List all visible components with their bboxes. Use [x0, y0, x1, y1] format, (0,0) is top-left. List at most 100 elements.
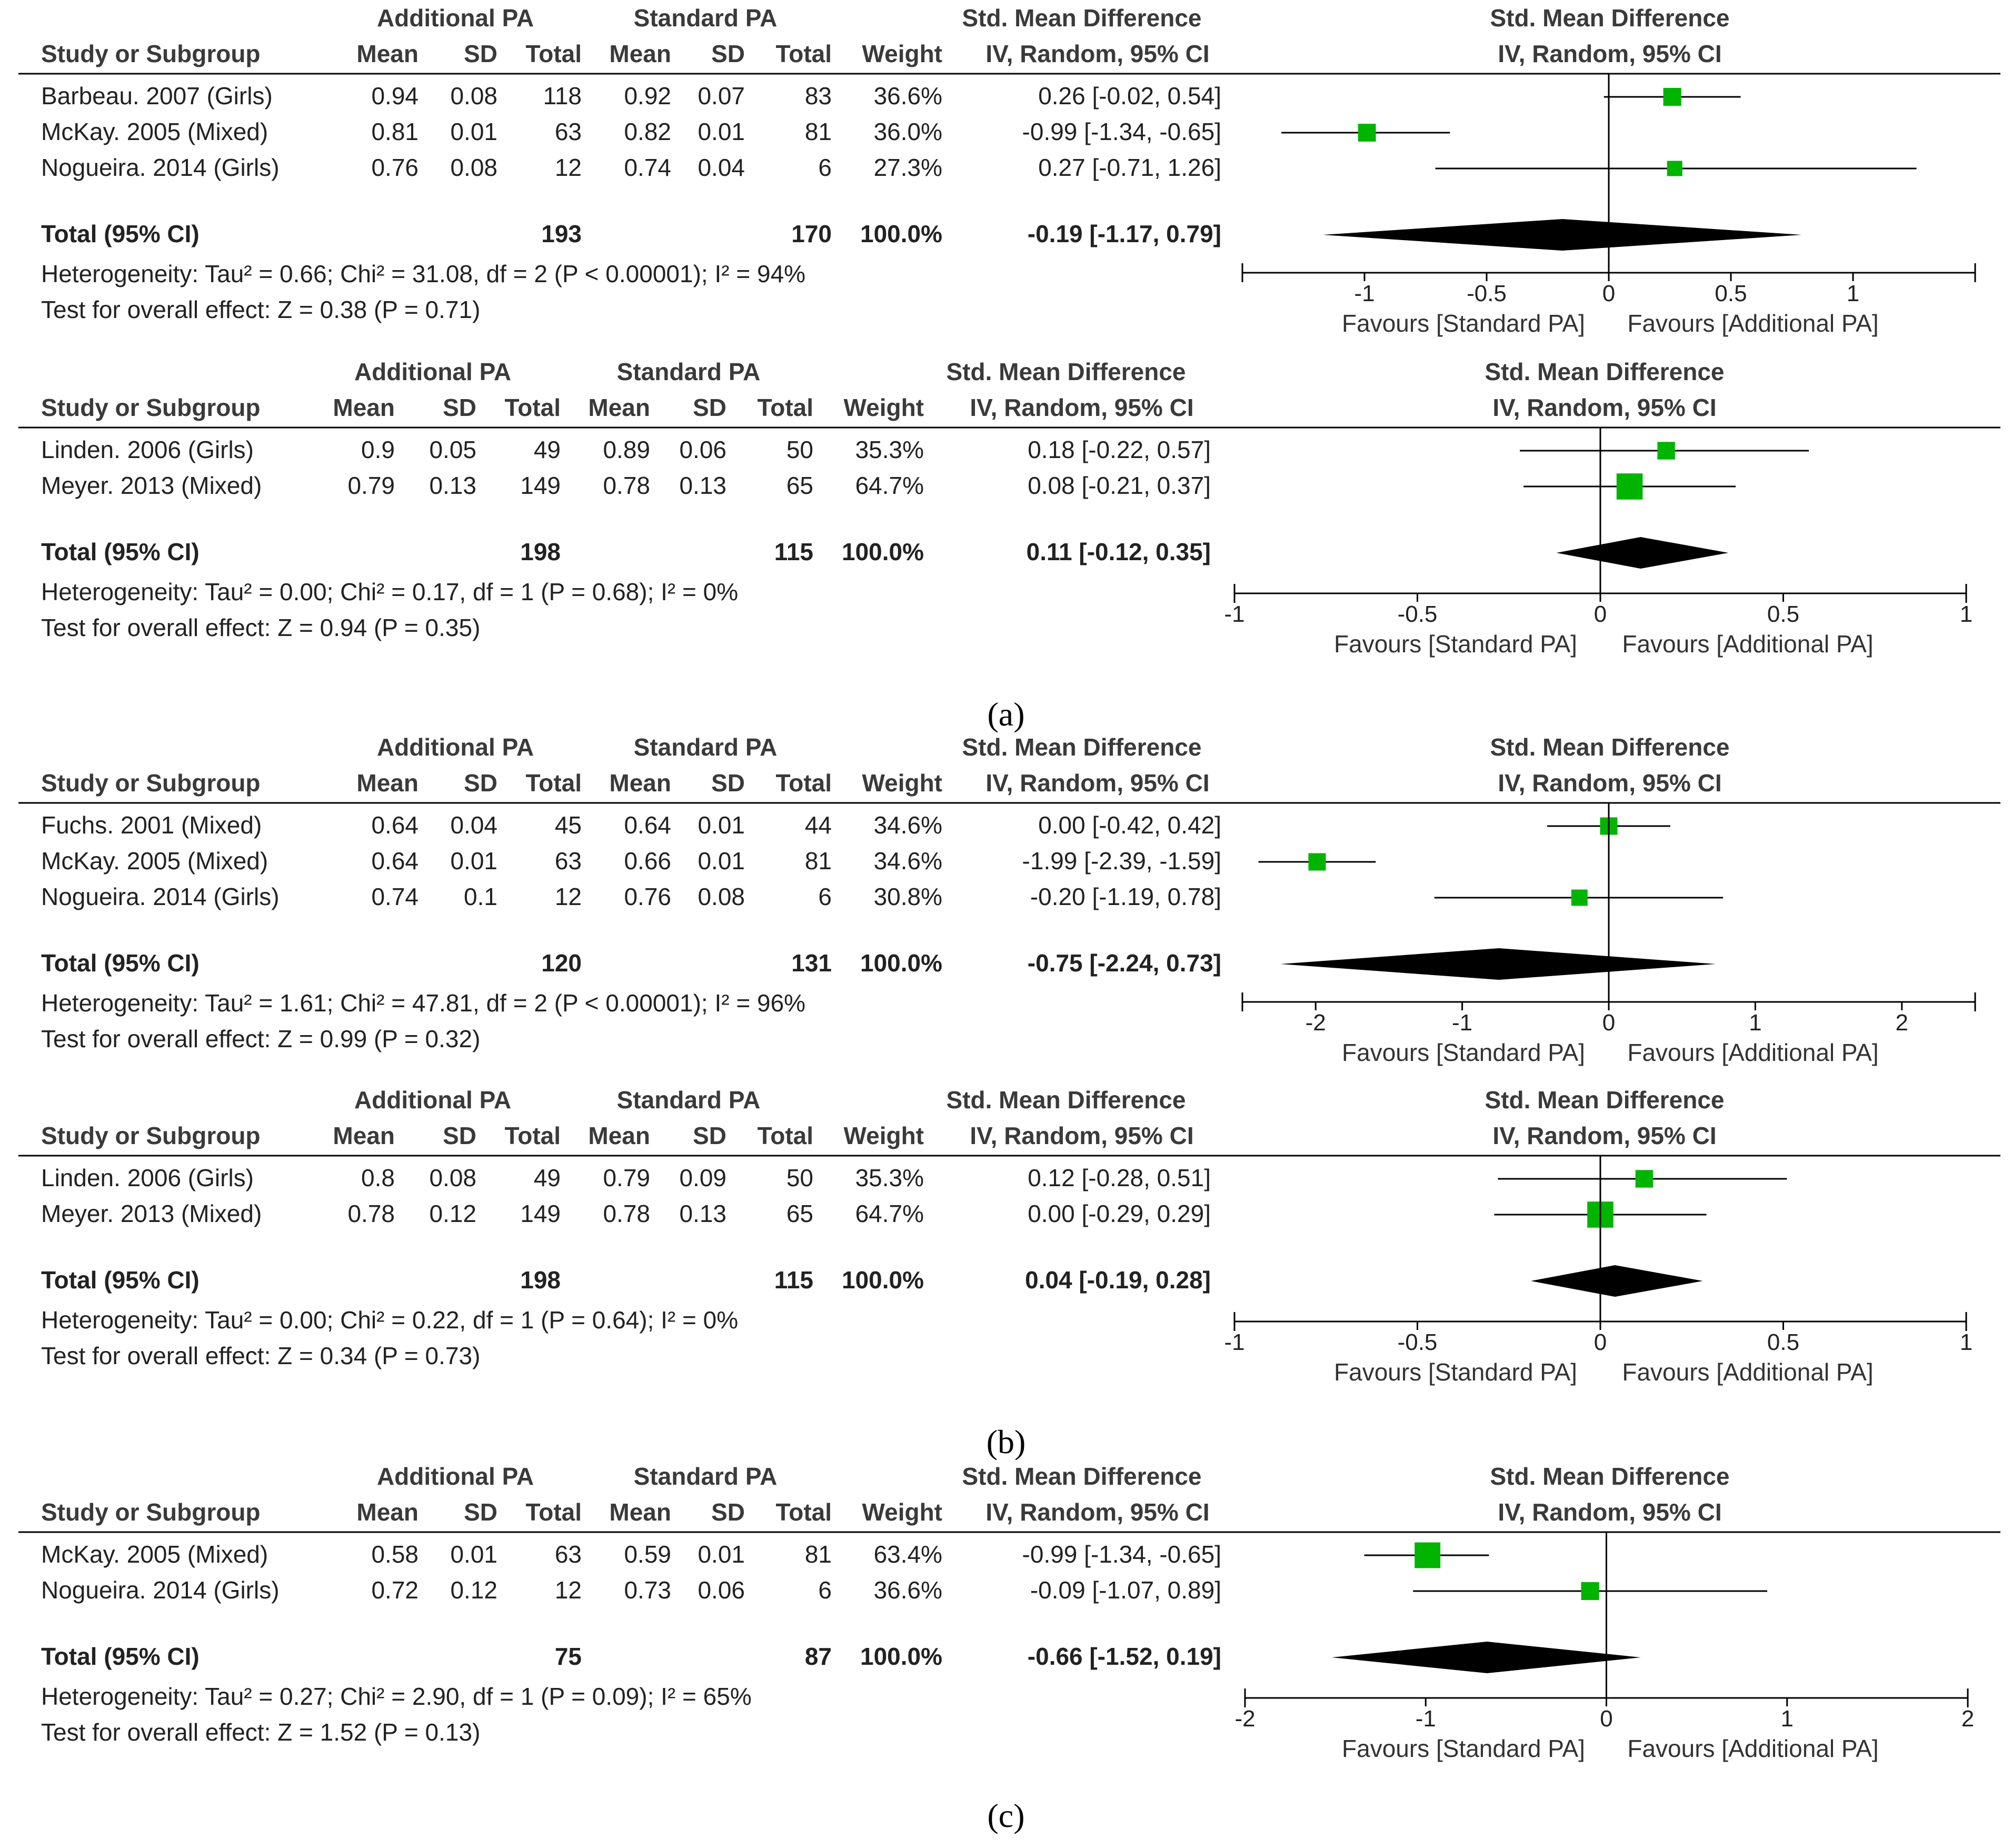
total2-value: 6: [818, 883, 832, 910]
x-tick-label: 1: [1847, 281, 1859, 306]
sd2-header: SD: [711, 1498, 745, 1526]
x-tick-label: 0.5: [1767, 601, 1799, 627]
mean2-header: Mean: [588, 394, 650, 421]
x-tick-label: -1: [1416, 1706, 1436, 1732]
sd2-value: 0.06: [698, 1576, 745, 1604]
weight-value: 36.6%: [874, 82, 942, 110]
study-name: Meyer. 2013 (Mixed): [41, 1200, 262, 1227]
weight-value: 36.0%: [874, 118, 942, 145]
group2-header: Standard PA: [634, 1463, 778, 1490]
ci-value: 0.12 [-0.28, 0.51]: [1028, 1164, 1211, 1191]
effect-marker: [1635, 1170, 1654, 1188]
total-weight: 100.0%: [860, 220, 942, 247]
overall-effect-text: Test for overall effect: Z = 0.34 (P = 0…: [41, 1342, 480, 1369]
sd1-value: 0.01: [450, 847, 497, 875]
x-tick-label: -0.5: [1398, 601, 1438, 627]
total1-header: Total: [526, 40, 582, 67]
total2-sum: 131: [791, 949, 832, 977]
mean2-value: 0.79: [603, 1164, 650, 1191]
plot-method-header: IV, Random, 95% CI: [1492, 394, 1716, 421]
sd1-value: 0.05: [429, 436, 476, 463]
weight-value: 34.6%: [874, 811, 942, 839]
effect-marker: [1667, 161, 1682, 176]
plot-smd-header: Std. Mean Difference: [1490, 733, 1730, 761]
mean1-header: Mean: [356, 769, 419, 797]
forest-panel-2: Additional PA Standard PA Std. Mean Differ…: [18, 358, 2000, 658]
weight-value: 64.7%: [855, 1200, 924, 1227]
sd1-value: 0.1: [464, 883, 497, 910]
x-tick-label: 1: [1960, 1329, 1973, 1355]
mean2-value: 0.73: [624, 1576, 671, 1604]
weight-value: 27.3%: [874, 154, 942, 181]
sd1-value: 0.01: [450, 118, 497, 145]
total-weight: 100.0%: [842, 538, 924, 565]
x-tick-label: -1: [1452, 1010, 1472, 1036]
pooled-diamond: [1556, 537, 1729, 569]
weight-value: 35.3%: [855, 1164, 924, 1191]
sd1-value: 0.12: [429, 1200, 476, 1227]
panel-label-1: (a): [987, 696, 1024, 733]
total-weight: 100.0%: [842, 1266, 924, 1294]
effect-marker: [1358, 124, 1376, 142]
group2-header: Standard PA: [617, 1086, 761, 1114]
total1-value: 49: [534, 1164, 561, 1191]
mean1-value: 0.78: [347, 1200, 395, 1227]
sd1-value: 0.08: [450, 82, 497, 110]
study-column-header: Study or Subgroup: [41, 1122, 261, 1149]
ci-value: -0.99 [-1.34, -0.65]: [1022, 118, 1221, 145]
total1-value: 49: [534, 436, 561, 463]
pooled-diamond: [1323, 219, 1802, 251]
total1-value: 149: [520, 472, 561, 499]
mean2-value: 0.64: [624, 811, 671, 839]
panel-label-3: (c): [987, 1797, 1024, 1834]
mean1-header: Mean: [333, 394, 395, 421]
plot-method-header: IV, Random, 95% CI: [1498, 1498, 1721, 1526]
sd1-value: 0.01: [450, 1541, 497, 1568]
favours-left-label: Favours [Standard PA]: [1334, 630, 1577, 658]
overall-effect-text: Test for overall effect: Z = 0.94 (P = 0…: [41, 614, 480, 641]
mean2-value: 0.78: [603, 472, 650, 499]
total1-sum: 198: [520, 1266, 561, 1294]
total-label: Total (95% CI): [41, 1643, 200, 1670]
total2-sum: 115: [774, 1266, 813, 1294]
total-ci: -0.19 [-1.17, 0.79]: [1028, 220, 1221, 247]
study-name: Fuchs. 2001 (Mixed): [41, 811, 262, 839]
sd2-value: 0.04: [698, 154, 745, 181]
sd2-value: 0.09: [679, 1164, 726, 1191]
x-tick-label: 0: [1602, 281, 1615, 306]
x-tick-label: 1: [1749, 1010, 1761, 1036]
sd1-value: 0.13: [429, 472, 476, 499]
study-column-header: Study or Subgroup: [41, 1498, 261, 1526]
total2-header: Total: [758, 394, 813, 421]
sd2-value: 0.07: [698, 82, 745, 110]
weight-header: Weight: [844, 1122, 924, 1149]
favours-right-label: Favours [Additional PA]: [1622, 1358, 1873, 1386]
effect-marker: [1581, 1582, 1599, 1601]
mean1-value: 0.94: [371, 82, 419, 110]
mean2-value: 0.74: [624, 154, 671, 181]
study-name: Barbeau. 2007 (Girls): [41, 82, 273, 110]
total1-header: Total: [526, 1498, 582, 1526]
group2-header: Standard PA: [634, 4, 778, 32]
sd2-header: SD: [693, 1122, 726, 1149]
x-tick-label: 2: [1896, 1010, 1908, 1036]
smd-header: Std. Mean Difference: [962, 1463, 1202, 1490]
x-tick-label: 0: [1600, 1706, 1612, 1732]
mean1-value: 0.64: [371, 811, 419, 839]
heterogeneity-text: Heterogeneity: Tau² = 0.27; Chi² = 2.90,…: [41, 1683, 752, 1710]
favours-right-label: Favours [Additional PA]: [1627, 1039, 1878, 1066]
sd2-header: SD: [693, 394, 726, 421]
study-column-header: Study or Subgroup: [41, 40, 261, 67]
total1-value: 149: [520, 1200, 561, 1227]
ci-value: 0.00 [-0.29, 0.29]: [1028, 1200, 1211, 1227]
mean1-value: 0.58: [371, 1541, 419, 1568]
total-label: Total (95% CI): [41, 538, 200, 565]
overall-effect-text: Test for overall effect: Z = 1.52 (P = 0…: [41, 1718, 480, 1746]
overall-effect-text: Test for overall effect: Z = 0.38 (P = 0…: [41, 296, 480, 323]
mean2-value: 0.76: [624, 883, 671, 910]
ci-value: -0.09 [-1.07, 0.89]: [1030, 1576, 1221, 1604]
x-tick-label: -0.5: [1398, 1329, 1438, 1355]
study-name: McKay. 2005 (Mixed): [41, 847, 268, 875]
total-weight: 100.0%: [860, 949, 942, 977]
x-tick-label: -0.5: [1467, 281, 1507, 306]
